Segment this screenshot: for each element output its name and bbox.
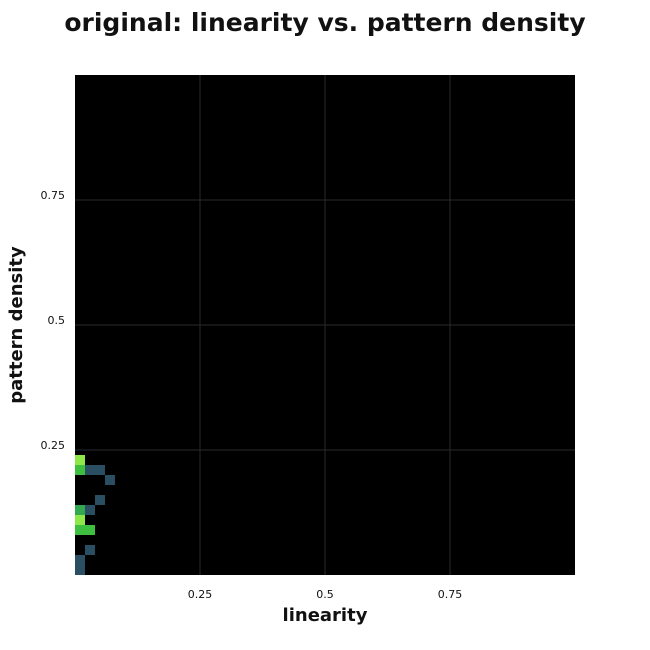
y-tick-label: 0.75 bbox=[41, 189, 66, 202]
heatmap-cell bbox=[105, 475, 115, 485]
heatmap-cell bbox=[85, 525, 95, 535]
heatmap-cells bbox=[75, 455, 115, 575]
heatmap-cell bbox=[75, 455, 85, 465]
heatmap-cell bbox=[75, 465, 85, 475]
heatmap-cell bbox=[95, 465, 105, 475]
x-tick-label: 0.75 bbox=[438, 588, 463, 601]
tick-labels: 0.25 0.5 0.75 0.25 0.5 0.75 bbox=[41, 189, 463, 601]
heatmap-cell bbox=[85, 465, 95, 475]
chart-title: original: linearity vs. pattern density bbox=[64, 8, 586, 37]
heatmap-cell bbox=[85, 505, 95, 515]
x-axis-label: linearity bbox=[283, 605, 368, 626]
heatmap-cell bbox=[75, 525, 85, 535]
y-tick-label: 0.25 bbox=[41, 439, 66, 452]
heatmap-cell bbox=[95, 495, 105, 505]
y-tick-label: 0.5 bbox=[48, 314, 66, 327]
heatmap-cell bbox=[75, 555, 85, 565]
heatmap-cell bbox=[75, 565, 85, 575]
heatmap-cell bbox=[75, 505, 85, 515]
x-tick-label: 0.5 bbox=[316, 588, 334, 601]
grid-lines bbox=[75, 75, 575, 575]
x-tick-label: 0.25 bbox=[188, 588, 213, 601]
heatmap-cell bbox=[85, 545, 95, 555]
heatmap-cell bbox=[75, 515, 85, 525]
y-axis-label: pattern density bbox=[6, 246, 27, 404]
